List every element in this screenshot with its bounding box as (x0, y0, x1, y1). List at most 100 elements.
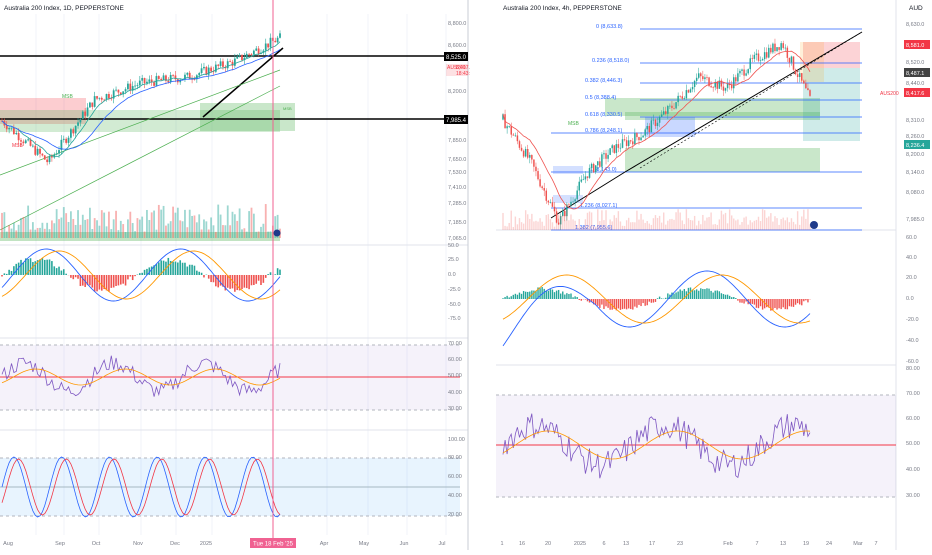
macd-bar (677, 292, 678, 299)
candle-body (731, 85, 733, 88)
volume-bar (18, 225, 20, 238)
volume-bar (657, 218, 658, 230)
macd-bar (519, 293, 520, 299)
macd-bar (260, 275, 262, 285)
volume-bar (11, 229, 13, 238)
candle-body (739, 71, 741, 73)
candle-body (531, 155, 533, 160)
time-axis-label: 16 (519, 541, 525, 547)
time-axis-label: 13 (623, 541, 629, 547)
candle-body (508, 126, 510, 127)
candle-body (227, 61, 229, 68)
macd-bar (248, 275, 250, 289)
macd-bar (795, 299, 796, 305)
volume-bar (241, 229, 243, 238)
candle-body (513, 135, 515, 136)
macd-bar (607, 299, 608, 308)
candle-body (75, 126, 77, 134)
volume-bar (564, 221, 565, 230)
macd-bar (277, 268, 279, 275)
volume-bar (22, 217, 24, 238)
macd-bar (793, 299, 794, 307)
macd-bar (108, 275, 110, 292)
macd-bar (647, 299, 648, 305)
volume-bar (717, 225, 718, 230)
candle-body (527, 149, 529, 158)
right-demand-zone-2 (625, 148, 820, 172)
time-axis-label: 20 (545, 541, 551, 547)
macd-bar (550, 289, 551, 299)
macd-bar (754, 299, 755, 305)
price-axis-label: 8,310.0 (906, 118, 924, 124)
macd-bar (274, 274, 276, 275)
volume-bar (628, 218, 629, 230)
macd-bar (568, 294, 569, 299)
candle-body (655, 120, 657, 126)
macd-bar (731, 297, 732, 299)
macd-bar (776, 299, 777, 310)
volume-bar (570, 214, 571, 230)
volume-bar (232, 212, 234, 238)
macd-bar (182, 263, 184, 275)
volume-bar (144, 232, 146, 238)
volume-bar (803, 210, 804, 230)
macd-bar (576, 297, 577, 299)
macd-bar (208, 275, 210, 279)
volume-bar (655, 215, 656, 230)
left-flag-icon[interactable] (274, 230, 281, 237)
time-axis-label: 2025 (200, 541, 212, 547)
macd-bar (4, 273, 6, 275)
fib-label: 0.5 (8,388.4) (585, 95, 616, 101)
candle-body (745, 73, 747, 75)
macd-bar (622, 299, 623, 309)
volume-bar (34, 230, 36, 238)
candle-body (94, 96, 96, 107)
macd-bar (513, 295, 514, 299)
flag-icon[interactable] (810, 221, 818, 229)
candle-body (698, 73, 700, 77)
candle-body (572, 201, 574, 202)
price-axis-label: 7,410.0 (448, 185, 466, 191)
candle-body (27, 139, 29, 140)
volume-bar (132, 223, 134, 238)
price-axis-label: 8,200.0 (448, 89, 466, 95)
macd-bar (263, 275, 265, 283)
volume-bar (690, 220, 691, 230)
candle-body (690, 89, 692, 92)
candle-body (694, 81, 696, 87)
volume-bar (68, 222, 70, 238)
volume-bar (593, 225, 594, 230)
volume-bar (548, 214, 549, 230)
volume-bar (165, 226, 167, 238)
candle-body (574, 199, 576, 201)
volume-bar (591, 212, 592, 230)
candle-body (220, 61, 222, 66)
volume-bar (56, 209, 58, 238)
volume-bar (170, 221, 172, 238)
candle-body (543, 188, 545, 191)
price-axis-label: 8,440.0 (906, 81, 924, 87)
macd-bar (760, 299, 761, 306)
macd-bar (213, 275, 215, 282)
candle-body (84, 112, 86, 116)
candle-body (56, 154, 58, 155)
macd-bar (756, 299, 757, 308)
volume-bar (110, 229, 112, 238)
volume-bar (801, 216, 802, 230)
candle-body (611, 145, 613, 148)
volume-bar (3, 212, 5, 238)
volume-bar (58, 219, 60, 238)
volume-bar (227, 205, 229, 238)
cursor-label: Tue 18 Feb '25 (253, 542, 294, 548)
left-panel: Australia 200 Index, 1D, PEPPERSTONE (0, 0, 476, 550)
macd-bar (251, 275, 253, 285)
left-demand-zone-2 (200, 103, 295, 117)
symbol-tag: AUS200 (880, 91, 899, 97)
macd-bar (700, 288, 701, 299)
candle-body (153, 82, 155, 86)
volume-bar (163, 206, 165, 238)
macd-bar (682, 291, 683, 299)
volume-bar (15, 230, 17, 238)
macd-bar (65, 274, 67, 275)
volume-bar (127, 219, 129, 238)
